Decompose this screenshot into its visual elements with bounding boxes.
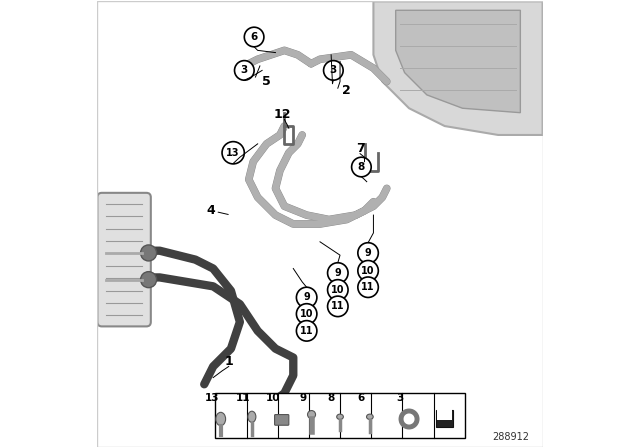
Text: 8: 8: [328, 393, 335, 403]
Circle shape: [358, 243, 378, 263]
Text: 288912: 288912: [492, 432, 529, 442]
Circle shape: [328, 263, 348, 283]
Text: 9: 9: [303, 293, 310, 302]
Text: 10: 10: [266, 393, 280, 403]
Circle shape: [296, 321, 317, 341]
Text: 6: 6: [250, 32, 258, 42]
Text: 9: 9: [335, 268, 341, 278]
Ellipse shape: [308, 410, 316, 418]
Circle shape: [234, 60, 254, 80]
Text: 2: 2: [342, 84, 351, 97]
Circle shape: [296, 304, 317, 324]
Circle shape: [328, 280, 348, 300]
FancyBboxPatch shape: [275, 414, 289, 425]
Text: 11: 11: [362, 282, 375, 292]
Text: 10: 10: [300, 309, 314, 319]
Text: 11: 11: [331, 302, 344, 311]
Ellipse shape: [248, 411, 256, 422]
Text: 3: 3: [330, 65, 337, 75]
Circle shape: [358, 260, 378, 281]
Text: 3: 3: [397, 393, 404, 403]
Text: 8: 8: [358, 162, 365, 172]
Text: 11: 11: [300, 326, 314, 336]
FancyBboxPatch shape: [436, 410, 452, 427]
Ellipse shape: [367, 414, 373, 419]
Circle shape: [358, 277, 378, 297]
Polygon shape: [373, 1, 543, 135]
Text: 10: 10: [331, 285, 344, 295]
Text: 12: 12: [273, 108, 291, 121]
Circle shape: [244, 27, 264, 47]
Text: 10: 10: [362, 266, 375, 276]
FancyBboxPatch shape: [436, 406, 452, 420]
Text: 9: 9: [365, 248, 371, 258]
Circle shape: [296, 287, 317, 308]
Text: 11: 11: [236, 393, 250, 403]
Circle shape: [324, 60, 343, 80]
Text: 13: 13: [205, 393, 219, 403]
Polygon shape: [396, 10, 520, 113]
Circle shape: [141, 271, 157, 288]
Text: 9: 9: [299, 393, 306, 403]
Circle shape: [222, 142, 244, 164]
Circle shape: [141, 245, 157, 261]
Text: 1: 1: [225, 355, 233, 368]
Ellipse shape: [337, 414, 344, 419]
Circle shape: [328, 296, 348, 317]
FancyBboxPatch shape: [216, 393, 465, 438]
Text: 4: 4: [207, 204, 215, 217]
Text: 3: 3: [241, 65, 248, 75]
Circle shape: [351, 157, 371, 177]
Ellipse shape: [216, 412, 226, 426]
Text: 7: 7: [356, 142, 364, 155]
FancyBboxPatch shape: [97, 193, 151, 327]
Text: 6: 6: [357, 393, 365, 403]
Text: 5: 5: [262, 75, 271, 88]
Text: 13: 13: [227, 148, 240, 158]
